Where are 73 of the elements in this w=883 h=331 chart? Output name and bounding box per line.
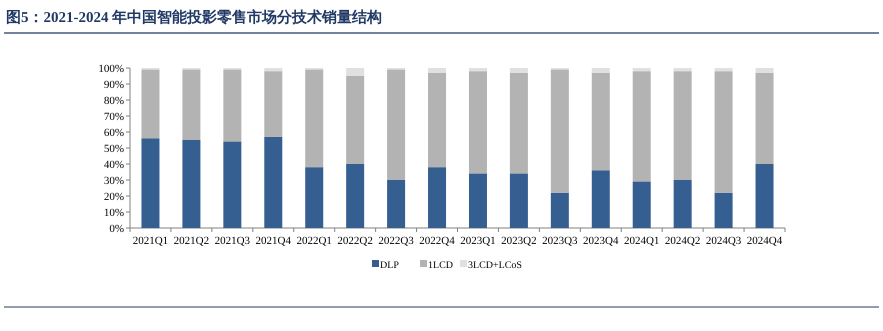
bar xyxy=(428,167,446,228)
x-tick-label: 2022Q1 xyxy=(296,235,332,247)
bar xyxy=(468,68,487,72)
y-tick-label: 100% xyxy=(98,63,124,75)
bar xyxy=(674,180,692,228)
bar xyxy=(632,68,651,72)
x-tick-label: 2024Q3 xyxy=(706,235,742,247)
x-tick-label: 2021Q3 xyxy=(214,235,251,247)
x-tick-label: 2021Q2 xyxy=(174,235,210,247)
bar xyxy=(346,164,364,228)
bar xyxy=(756,72,774,164)
bar xyxy=(756,164,774,228)
y-tick-label: 80% xyxy=(104,95,124,107)
bar xyxy=(223,142,242,228)
bar xyxy=(428,72,446,168)
bar xyxy=(223,70,242,142)
bar xyxy=(550,70,569,193)
x-tick-label: 2022Q4 xyxy=(419,235,456,247)
bar xyxy=(387,180,406,228)
y-tick-label: 50% xyxy=(104,143,124,155)
bar xyxy=(305,167,324,228)
bar xyxy=(428,68,446,73)
legend-label: 1LCD xyxy=(428,260,453,271)
bar xyxy=(182,140,200,228)
bar xyxy=(468,71,487,174)
bar xyxy=(305,70,324,168)
bar xyxy=(632,71,651,182)
x-tick-label: 2022Q3 xyxy=(378,235,414,247)
x-tick-label: 2021Q4 xyxy=(256,235,292,247)
bar xyxy=(550,192,569,228)
legend-label: DLP xyxy=(380,260,400,271)
x-tick-label: 2021Q1 xyxy=(132,235,168,247)
bar xyxy=(141,138,160,228)
y-tick-label: 10% xyxy=(104,207,124,219)
bar xyxy=(264,68,282,72)
bar xyxy=(346,76,364,164)
x-tick-label: 2023Q3 xyxy=(542,235,578,247)
bar xyxy=(264,136,282,228)
bar xyxy=(714,68,733,72)
x-tick-label: 2022Q2 xyxy=(337,235,373,247)
bar xyxy=(510,68,528,73)
x-tick-label: 2024Q1 xyxy=(624,235,660,247)
bar xyxy=(714,71,733,193)
bar xyxy=(674,71,692,180)
bar xyxy=(714,192,733,228)
x-tick-label: 2024Q4 xyxy=(746,235,783,247)
bar xyxy=(387,70,406,180)
bar xyxy=(141,70,160,138)
y-tick-label: 0% xyxy=(109,223,124,235)
bar xyxy=(510,174,528,228)
y-tick-label: 30% xyxy=(104,175,124,187)
x-tick-label: 2023Q4 xyxy=(583,235,619,247)
bar xyxy=(264,71,282,137)
bar xyxy=(756,68,774,73)
bar xyxy=(346,68,364,76)
y-tick-label: 90% xyxy=(104,79,124,91)
bar xyxy=(674,68,692,72)
bar xyxy=(632,182,651,228)
bar xyxy=(510,72,528,174)
bar xyxy=(592,72,610,170)
x-tick-label: 2023Q2 xyxy=(501,235,537,247)
x-tick-label: 2023Q1 xyxy=(460,235,496,247)
bar xyxy=(182,70,200,140)
legend-label: 3LCD+LCoS xyxy=(468,260,522,271)
x-tick-label: 2024Q2 xyxy=(664,235,700,247)
chart-title: 图5：2021-2024 年中国智能投影零售市场分技术销量结构 xyxy=(6,8,382,26)
bar xyxy=(592,170,610,228)
y-tick-label: 20% xyxy=(104,191,124,203)
y-tick-label: 60% xyxy=(104,127,124,139)
y-tick-label: 40% xyxy=(104,159,124,171)
bar xyxy=(468,174,487,228)
y-tick-label: 70% xyxy=(104,111,124,123)
bar xyxy=(592,68,610,73)
